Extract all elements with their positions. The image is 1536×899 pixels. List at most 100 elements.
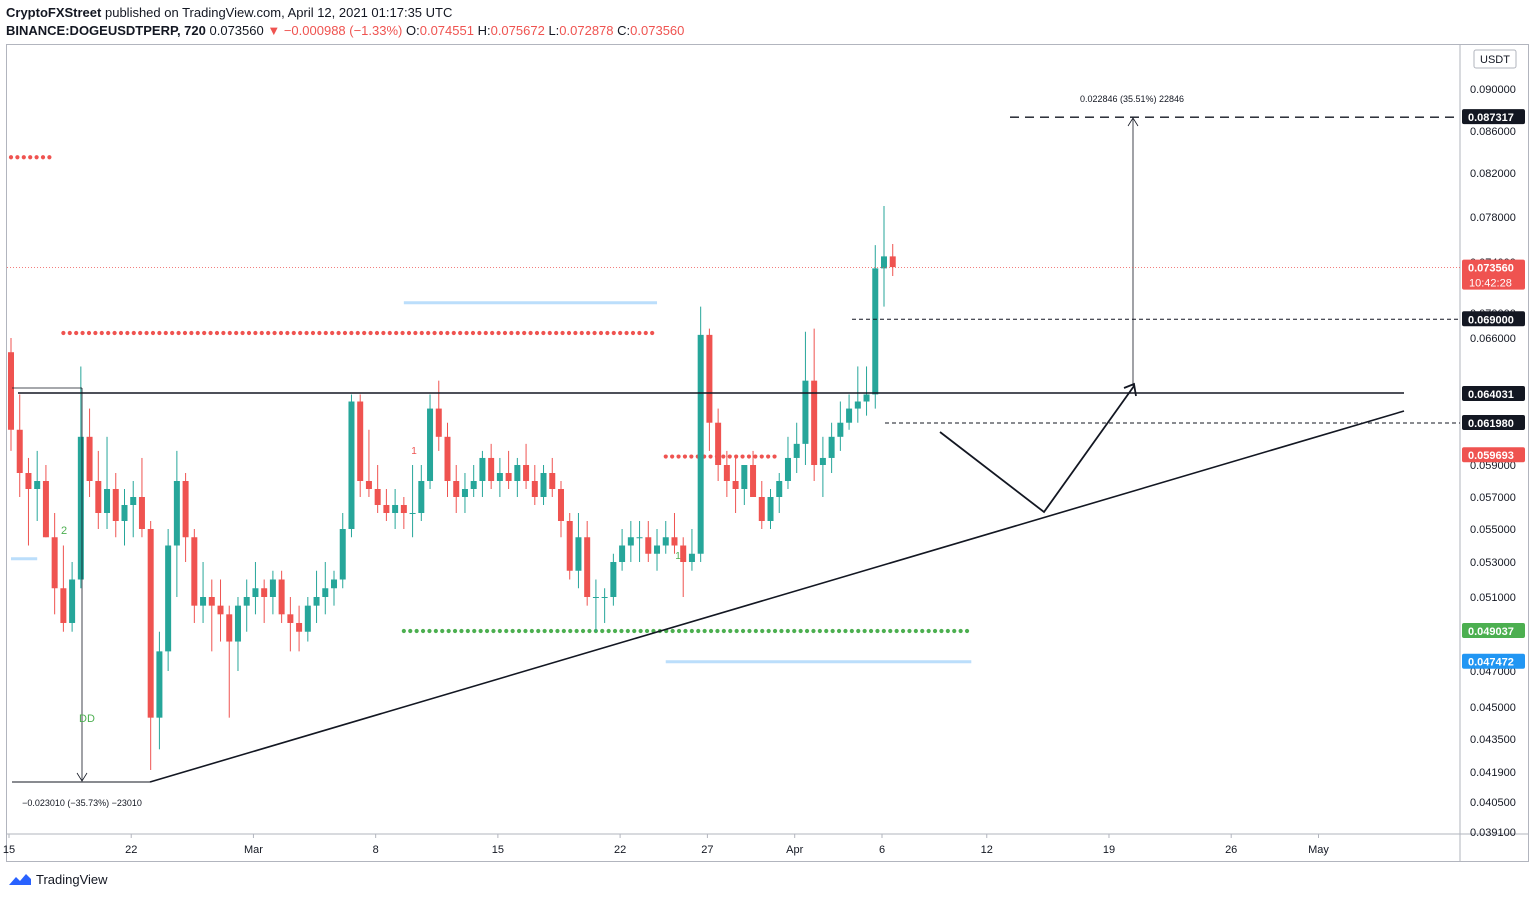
dot-marker — [811, 628, 816, 634]
price-label-text: 0.061980 — [1468, 418, 1514, 430]
close-label: C: — [617, 23, 631, 38]
dot-marker — [862, 628, 867, 634]
dot-marker — [843, 628, 848, 634]
dot-marker — [170, 330, 175, 336]
dot-marker — [400, 330, 405, 336]
tradingview-brand: TradingView — [36, 872, 108, 887]
dot-marker — [856, 628, 861, 634]
dot-marker — [221, 330, 226, 336]
price-label-text: 0.064031 — [1468, 389, 1514, 401]
dot-marker — [465, 628, 470, 634]
dot-marker — [792, 628, 797, 634]
count-marker-2: 2 — [61, 525, 67, 537]
dot-marker — [926, 628, 931, 634]
dot-marker — [144, 330, 149, 336]
candle-body — [723, 465, 730, 481]
dot-marker — [440, 628, 445, 634]
high-value: 0.075672 — [490, 23, 545, 38]
x-tick-label: 22 — [614, 844, 626, 856]
dot-marker — [939, 628, 944, 634]
dot-marker — [40, 155, 46, 160]
candle-body — [479, 457, 486, 481]
x-tick-label: 6 — [879, 844, 885, 856]
dot-marker — [702, 628, 707, 634]
candle-body — [234, 605, 241, 642]
candle-body — [427, 408, 434, 481]
dot-marker — [34, 155, 39, 160]
candle-body — [854, 401, 861, 409]
dot-marker — [496, 330, 501, 336]
currency-label: USDT — [1480, 54, 1510, 66]
candle-body — [889, 256, 896, 268]
candle-body — [601, 597, 608, 598]
dot-marker — [387, 330, 392, 336]
dot-marker — [900, 628, 906, 634]
dot-marker — [913, 628, 918, 634]
forecast-path — [939, 385, 1135, 514]
candle-body — [610, 562, 617, 597]
candle-body — [69, 579, 76, 623]
dot-marker — [605, 330, 610, 336]
dot-marker — [561, 628, 566, 634]
dot-marker — [406, 330, 412, 336]
candle-body — [496, 473, 503, 481]
dot-marker — [157, 330, 162, 336]
dot-marker — [15, 155, 20, 160]
dot-marker — [849, 628, 854, 634]
candle-body — [182, 481, 189, 538]
dot-marker — [573, 330, 578, 336]
dot-marker — [515, 330, 520, 336]
dot-marker — [523, 628, 528, 634]
dot-marker — [598, 330, 604, 336]
dot-marker — [644, 628, 650, 634]
chart-frame[interactable] — [6, 44, 1529, 862]
x-tick-label: May — [1308, 844, 1329, 856]
forecast-arrowhead — [1123, 382, 1137, 397]
dot-marker — [759, 454, 764, 459]
dot-marker — [246, 330, 252, 336]
candle-body — [112, 489, 119, 521]
y-tick-label: 0.051000 — [1470, 592, 1516, 604]
dot-marker — [470, 330, 476, 336]
dot-marker — [138, 330, 143, 336]
candle-body — [461, 489, 468, 497]
candle-body — [243, 597, 250, 606]
candle-body — [776, 481, 783, 497]
dot-marker — [945, 628, 950, 634]
candle-body — [453, 481, 460, 497]
candle-body — [86, 436, 93, 481]
y-tick-label: 0.047000 — [1470, 666, 1516, 678]
candle-body — [339, 529, 346, 580]
dot-marker — [592, 330, 597, 336]
y-tick-label: 0.041900 — [1470, 767, 1516, 779]
y-tick-label: 0.090000 — [1470, 84, 1516, 96]
dot-marker — [586, 330, 591, 336]
x-tick-label: 12 — [981, 844, 993, 856]
dot-marker — [61, 330, 66, 336]
dot-marker — [483, 330, 488, 336]
tradingview-logo-icon — [9, 873, 31, 885]
dot-marker — [176, 330, 181, 336]
dot-marker — [600, 628, 605, 634]
candle-body — [523, 465, 530, 481]
dot-marker — [740, 454, 745, 459]
candle-body — [357, 401, 364, 481]
x-tick-label: 27 — [701, 844, 713, 856]
publisher-name[interactable]: CryptoFXStreet — [6, 5, 102, 20]
dot-marker — [804, 628, 810, 634]
dot-marker — [721, 628, 726, 634]
candle-body — [566, 521, 573, 571]
price-label-box — [1462, 653, 1525, 669]
high-label: H: — [477, 23, 491, 38]
dot-marker — [554, 330, 559, 336]
dot-marker — [772, 628, 778, 634]
symbol-name[interactable]: BINANCE:DOGEUSDTPERP, 720 — [6, 23, 206, 38]
dot-marker — [548, 628, 554, 634]
dot-marker — [427, 628, 432, 634]
candle-body — [252, 588, 259, 597]
candle-body — [584, 537, 591, 597]
candle-body — [549, 473, 556, 489]
tradingview-logo[interactable]: TradingView — [8, 872, 108, 887]
price-change: ▼ −0.000988 (−1.33%) — [267, 23, 403, 38]
